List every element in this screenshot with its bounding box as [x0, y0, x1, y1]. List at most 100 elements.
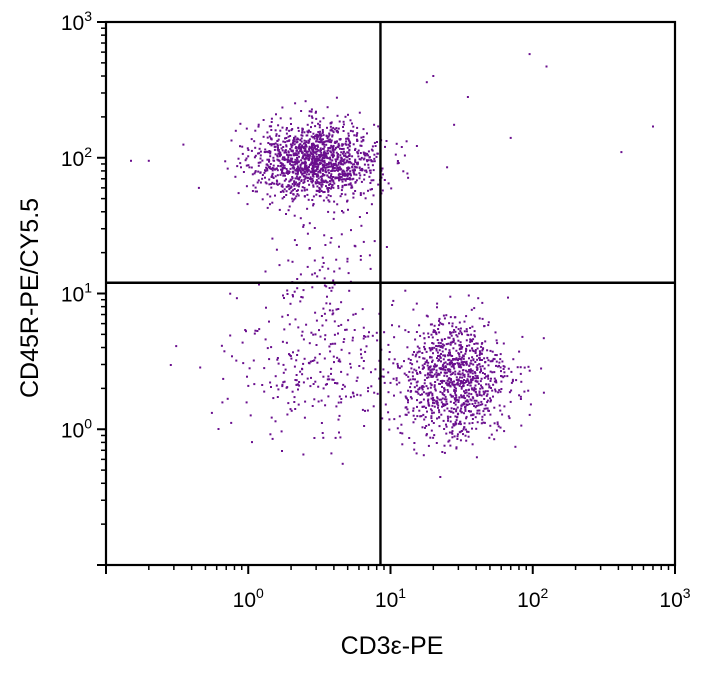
data-point: [343, 172, 346, 175]
data-point: [395, 142, 398, 145]
data-point: [369, 171, 372, 174]
data-point: [321, 131, 324, 133]
data-point: [300, 148, 303, 150]
data-point: [329, 140, 332, 143]
data-point: [295, 172, 298, 175]
data-point: [474, 416, 477, 419]
data-point: [419, 334, 422, 337]
data-point: [365, 169, 368, 172]
data-point: [486, 390, 489, 393]
data-point: [457, 373, 460, 375]
data-point: [259, 157, 262, 160]
data-point: [454, 370, 457, 373]
data-point: [298, 181, 301, 184]
data-point: [385, 246, 388, 248]
data-point: [406, 408, 409, 411]
data-point: [498, 404, 501, 407]
data-point: [472, 350, 475, 353]
data-point: [465, 439, 468, 442]
data-point: [332, 147, 334, 150]
data-point: [341, 180, 344, 183]
data-point: [130, 159, 132, 162]
data-point: [473, 386, 476, 389]
data-point: [496, 423, 499, 426]
data-point: [301, 173, 304, 176]
data-point: [351, 130, 354, 133]
data-point: [467, 435, 470, 438]
data-point: [474, 349, 477, 351]
data-point: [412, 414, 415, 417]
data-point: [398, 415, 401, 418]
data-point: [416, 415, 419, 418]
data-point: [303, 416, 306, 419]
data-point: [462, 354, 465, 357]
data-point: [418, 401, 421, 404]
data-point: [268, 125, 271, 128]
data-point: [449, 295, 452, 298]
data-point: [329, 125, 332, 128]
data-point: [347, 183, 350, 186]
data-point: [439, 390, 442, 393]
data-point: [476, 412, 479, 415]
data-point: [306, 232, 309, 235]
data-point: [455, 387, 457, 390]
data-point: [362, 367, 365, 370]
data-point: [383, 381, 386, 384]
data-point: [428, 393, 431, 396]
data-point: [274, 194, 276, 197]
data-point: [322, 436, 325, 439]
data-point: [449, 378, 452, 380]
data-point: [274, 142, 277, 145]
data-point: [451, 426, 454, 429]
data-point: [491, 371, 494, 374]
data-point: [480, 370, 483, 372]
data-point: [349, 396, 352, 399]
data-point: [463, 360, 466, 363]
data-point: [368, 169, 371, 172]
data-point: [455, 326, 458, 329]
data-point: [459, 420, 462, 423]
data-point: [363, 178, 366, 181]
data-point: [272, 164, 275, 167]
data-point: [411, 353, 414, 356]
data-point: [296, 165, 299, 168]
data-point: [476, 368, 479, 371]
data-point: [283, 158, 286, 161]
data-point: [294, 135, 297, 138]
data-point: [289, 192, 292, 194]
data-point: [346, 156, 349, 159]
data-point: [481, 386, 484, 389]
data-point: [431, 368, 434, 371]
y-tick-label-exponent: 1: [84, 280, 92, 296]
data-point: [376, 392, 379, 395]
data-point: [433, 346, 436, 349]
data-point: [276, 396, 279, 398]
data-point: [282, 363, 285, 366]
data-point: [324, 168, 327, 171]
data-point: [300, 134, 303, 137]
data-point: [528, 369, 531, 372]
data-point: [312, 164, 315, 167]
data-point: [443, 444, 446, 447]
data-point: [342, 174, 344, 177]
data-point: [274, 168, 276, 171]
data-point: [306, 176, 309, 179]
data-point: [339, 147, 341, 150]
data-point: [438, 425, 441, 428]
data-point: [448, 358, 451, 361]
data-point: [396, 160, 399, 162]
data-point: [308, 342, 311, 345]
data-point: [230, 139, 233, 142]
data-point: [366, 152, 369, 155]
data-point: [441, 392, 444, 395]
data-point: [296, 169, 299, 172]
data-point: [295, 159, 298, 162]
data-point: [239, 162, 242, 165]
data-point: [459, 341, 462, 344]
data-point: [269, 152, 272, 155]
data-point: [485, 394, 488, 397]
data-point: [319, 181, 321, 184]
data-point: [479, 403, 482, 406]
data-point: [398, 381, 401, 384]
data-point: [306, 265, 309, 268]
